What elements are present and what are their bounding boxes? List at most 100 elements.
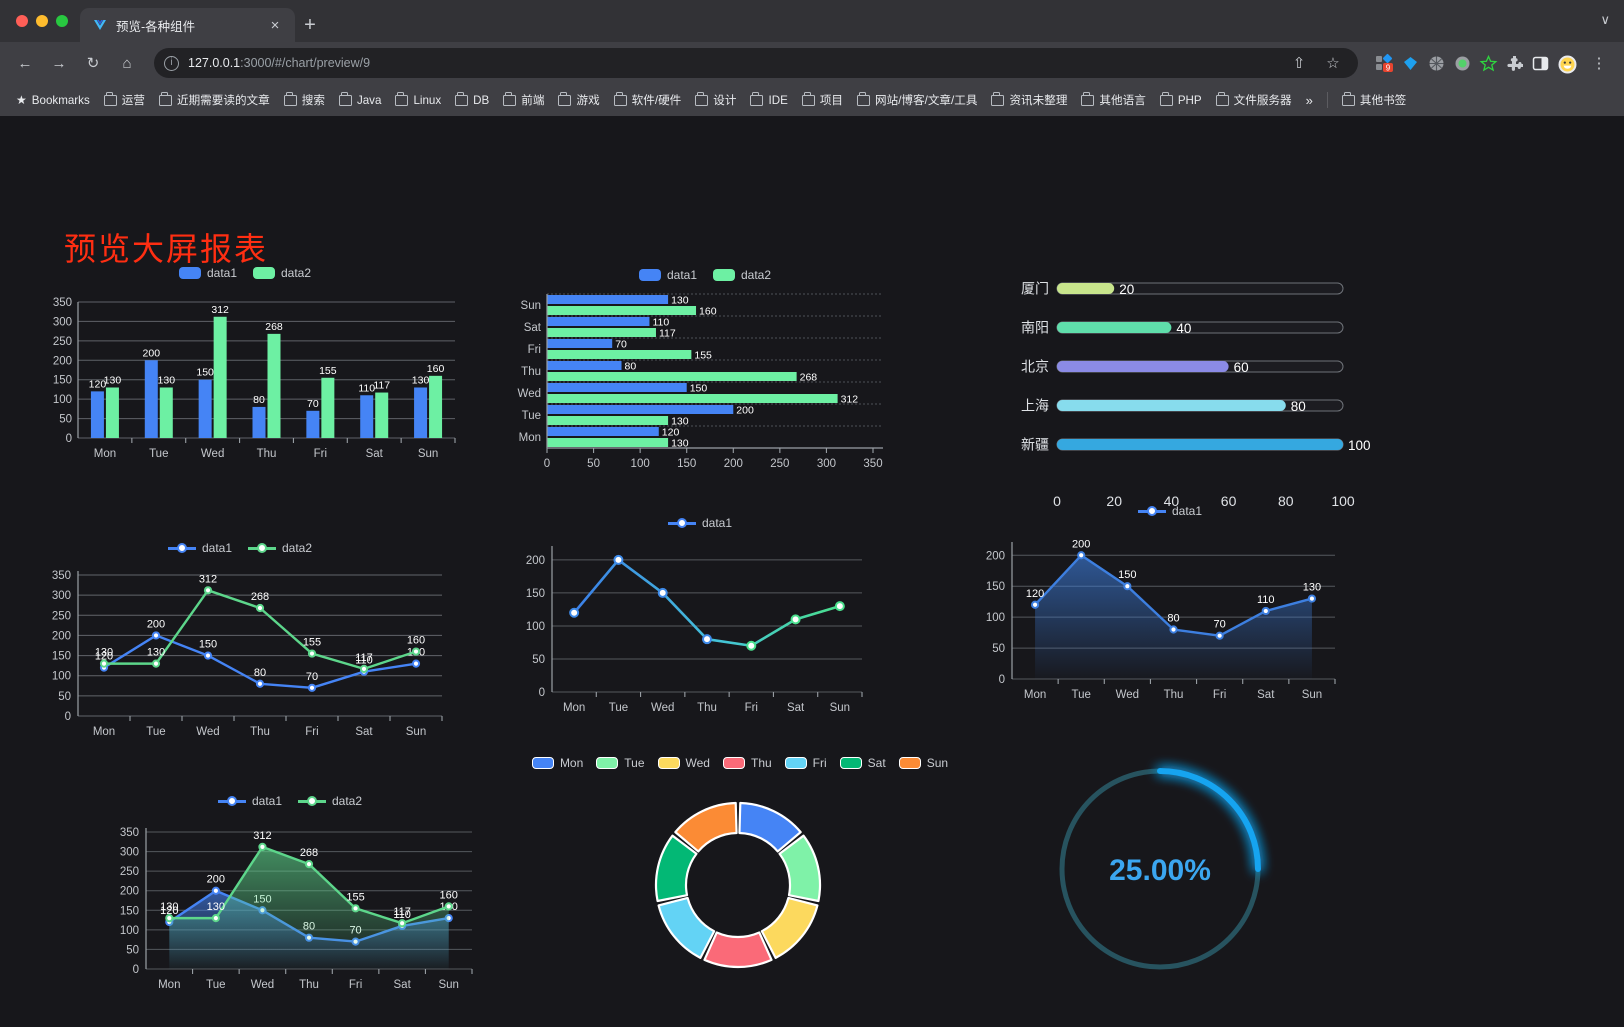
- bookmark-item[interactable]: 设计: [689, 89, 742, 111]
- gauge-value-label: 25.00%: [1109, 854, 1211, 887]
- bookmarks-overflow-button[interactable]: »: [1305, 92, 1313, 108]
- legend-item[interactable]: data2: [248, 541, 312, 555]
- puzzle-extensions-icon[interactable]: [1506, 55, 1523, 72]
- bookmark-label: Java: [356, 93, 382, 107]
- bookmark-star-icon[interactable]: ☆: [1326, 55, 1340, 72]
- legend-swatch: [657, 757, 680, 769]
- bookmark-label: 搜索: [301, 94, 325, 107]
- chart-text: 312: [253, 830, 271, 842]
- donut-slice[interactable]: [657, 896, 716, 959]
- chart-text: 新疆: [1021, 437, 1049, 453]
- folder-icon: [857, 92, 871, 106]
- address-bar[interactable]: i 127.0.0.1:3000/#/chart/preview/9 ⇧ ☆: [154, 48, 1358, 78]
- chart-text: 155: [303, 637, 321, 649]
- bookmark-item[interactable]: 其他语言: [1075, 89, 1151, 111]
- chart-canvas: 0 50 100 150 200 Mon Tue Wed Thu Fri Sat Sun: [526, 546, 863, 714]
- sidepanel-icon[interactable]: [1532, 55, 1549, 72]
- chart-text: 312: [199, 573, 217, 585]
- legend-item[interactable]: Fri: [784, 756, 827, 770]
- forward-button[interactable]: →: [51, 54, 67, 72]
- chart-text: 120: [662, 427, 680, 439]
- legend-item[interactable]: data1: [638, 268, 697, 282]
- legend-item[interactable]: data2: [298, 794, 362, 808]
- bookmark-item[interactable]: 搜索: [278, 89, 331, 111]
- chart-text: Wed: [518, 388, 541, 400]
- bookmark-item[interactable]: PHP: [1154, 91, 1208, 110]
- bookmark-item[interactable]: 运营: [98, 89, 151, 111]
- bookmark-item[interactable]: Java: [333, 91, 388, 110]
- bookmark-label: 其他语言: [1099, 94, 1146, 107]
- chart-text: 130: [95, 647, 113, 659]
- legend-item[interactable]: data2: [253, 266, 311, 280]
- legend-label: data1: [206, 266, 237, 280]
- home-button[interactable]: ⌂: [122, 54, 132, 72]
- bookmark-item-other[interactable]: 其他书签: [1336, 89, 1412, 111]
- legend-swatch: [531, 757, 554, 769]
- donut-slice[interactable]: [760, 896, 819, 959]
- bookmark-label: 游戏: [576, 94, 600, 107]
- back-button[interactable]: ←: [17, 54, 33, 72]
- chart-text: 上海: [1021, 398, 1049, 414]
- bookmark-item[interactable]: 前端: [497, 89, 550, 111]
- avatar[interactable]: [1558, 55, 1577, 73]
- donut-slice[interactable]: [674, 801, 738, 853]
- minimize-window-button[interactable]: [36, 15, 48, 27]
- legend-item[interactable]: data1: [667, 516, 732, 530]
- maximize-window-button[interactable]: [56, 15, 68, 27]
- bookmark-item[interactable]: 游戏: [552, 89, 605, 111]
- chart-text: 117: [393, 906, 411, 918]
- browser-tab[interactable]: 预览-各种组件 ×: [80, 8, 295, 42]
- bookmark-item[interactable]: 项目: [796, 89, 849, 111]
- bookmark-item[interactable]: DB: [449, 91, 495, 110]
- legend-line-marker: [667, 517, 696, 530]
- close-window-button[interactable]: [16, 15, 28, 27]
- legend-item[interactable]: Sun: [898, 756, 948, 770]
- bookmark-item[interactable]: 网站/博客/文章/工具: [851, 89, 983, 111]
- legend-item[interactable]: Thu: [722, 756, 772, 770]
- legend-item[interactable]: Sat: [839, 756, 886, 770]
- chart-text: Mon: [563, 702, 585, 714]
- reload-button[interactable]: ↻: [86, 55, 100, 72]
- chart-text: Sun: [418, 448, 438, 460]
- chart-text: 312: [211, 304, 229, 316]
- chart-text: 150: [53, 375, 72, 387]
- bookmark-item[interactable]: 近期需要读的文章: [153, 89, 276, 111]
- extension-grid-icon[interactable]: 9: [1376, 53, 1393, 72]
- status-circle-icon[interactable]: [1454, 55, 1471, 72]
- bookmark-item[interactable]: IDE: [744, 91, 793, 110]
- bookmark-item[interactable]: 文件服务器: [1210, 89, 1298, 111]
- legend-item[interactable]: data1: [1137, 504, 1202, 518]
- diamond-icon[interactable]: [1402, 55, 1419, 72]
- legend-item[interactable]: data2: [713, 268, 771, 282]
- chart-text: 110: [652, 317, 669, 329]
- donut-slice[interactable]: [703, 931, 773, 969]
- legend-item[interactable]: data1: [167, 541, 232, 555]
- new-tab-button[interactable]: +: [304, 13, 316, 36]
- star-outline-icon[interactable]: [1479, 54, 1498, 72]
- bookmark-item-bookmarks[interactable]: ★ Bookmarks: [10, 90, 96, 110]
- share-icon[interactable]: ⇧: [1292, 55, 1306, 72]
- extension-icons: 9 ⋮: [1370, 48, 1614, 78]
- bookmark-item[interactable]: Linux: [389, 91, 447, 110]
- chart-line-two-series: data1 data2 0 50 100 150 200 250 300 350 Mon Tue W…: [30, 541, 450, 756]
- window-traffic-lights[interactable]: [10, 0, 80, 42]
- chart-text: 200: [207, 874, 225, 886]
- chevron-down-icon[interactable]: ∨: [1600, 12, 1610, 27]
- chart-canvas: 25.00%: [1059, 768, 1261, 970]
- legend-item[interactable]: Tue: [596, 756, 645, 770]
- network-globe-icon[interactable]: [1428, 55, 1445, 72]
- close-tab-button[interactable]: ×: [270, 16, 280, 34]
- donut-slice[interactable]: [778, 834, 822, 903]
- donut-slice[interactable]: [654, 834, 698, 903]
- legend-item[interactable]: Wed: [657, 756, 710, 770]
- chart-text: 200: [120, 886, 139, 898]
- bookmark-item[interactable]: 资讯未整理: [985, 89, 1073, 111]
- donut-slice[interactable]: [738, 801, 802, 853]
- browser-menu-button[interactable]: ⋮: [1591, 55, 1607, 72]
- legend-item[interactable]: Mon: [531, 756, 583, 770]
- legend-item[interactable]: data1: [178, 266, 237, 280]
- legend: data1 data2: [30, 266, 460, 280]
- legend-item[interactable]: data1: [217, 794, 282, 808]
- bookmark-item[interactable]: 软件/硬件: [608, 89, 688, 111]
- site-info-icon[interactable]: i: [164, 55, 179, 71]
